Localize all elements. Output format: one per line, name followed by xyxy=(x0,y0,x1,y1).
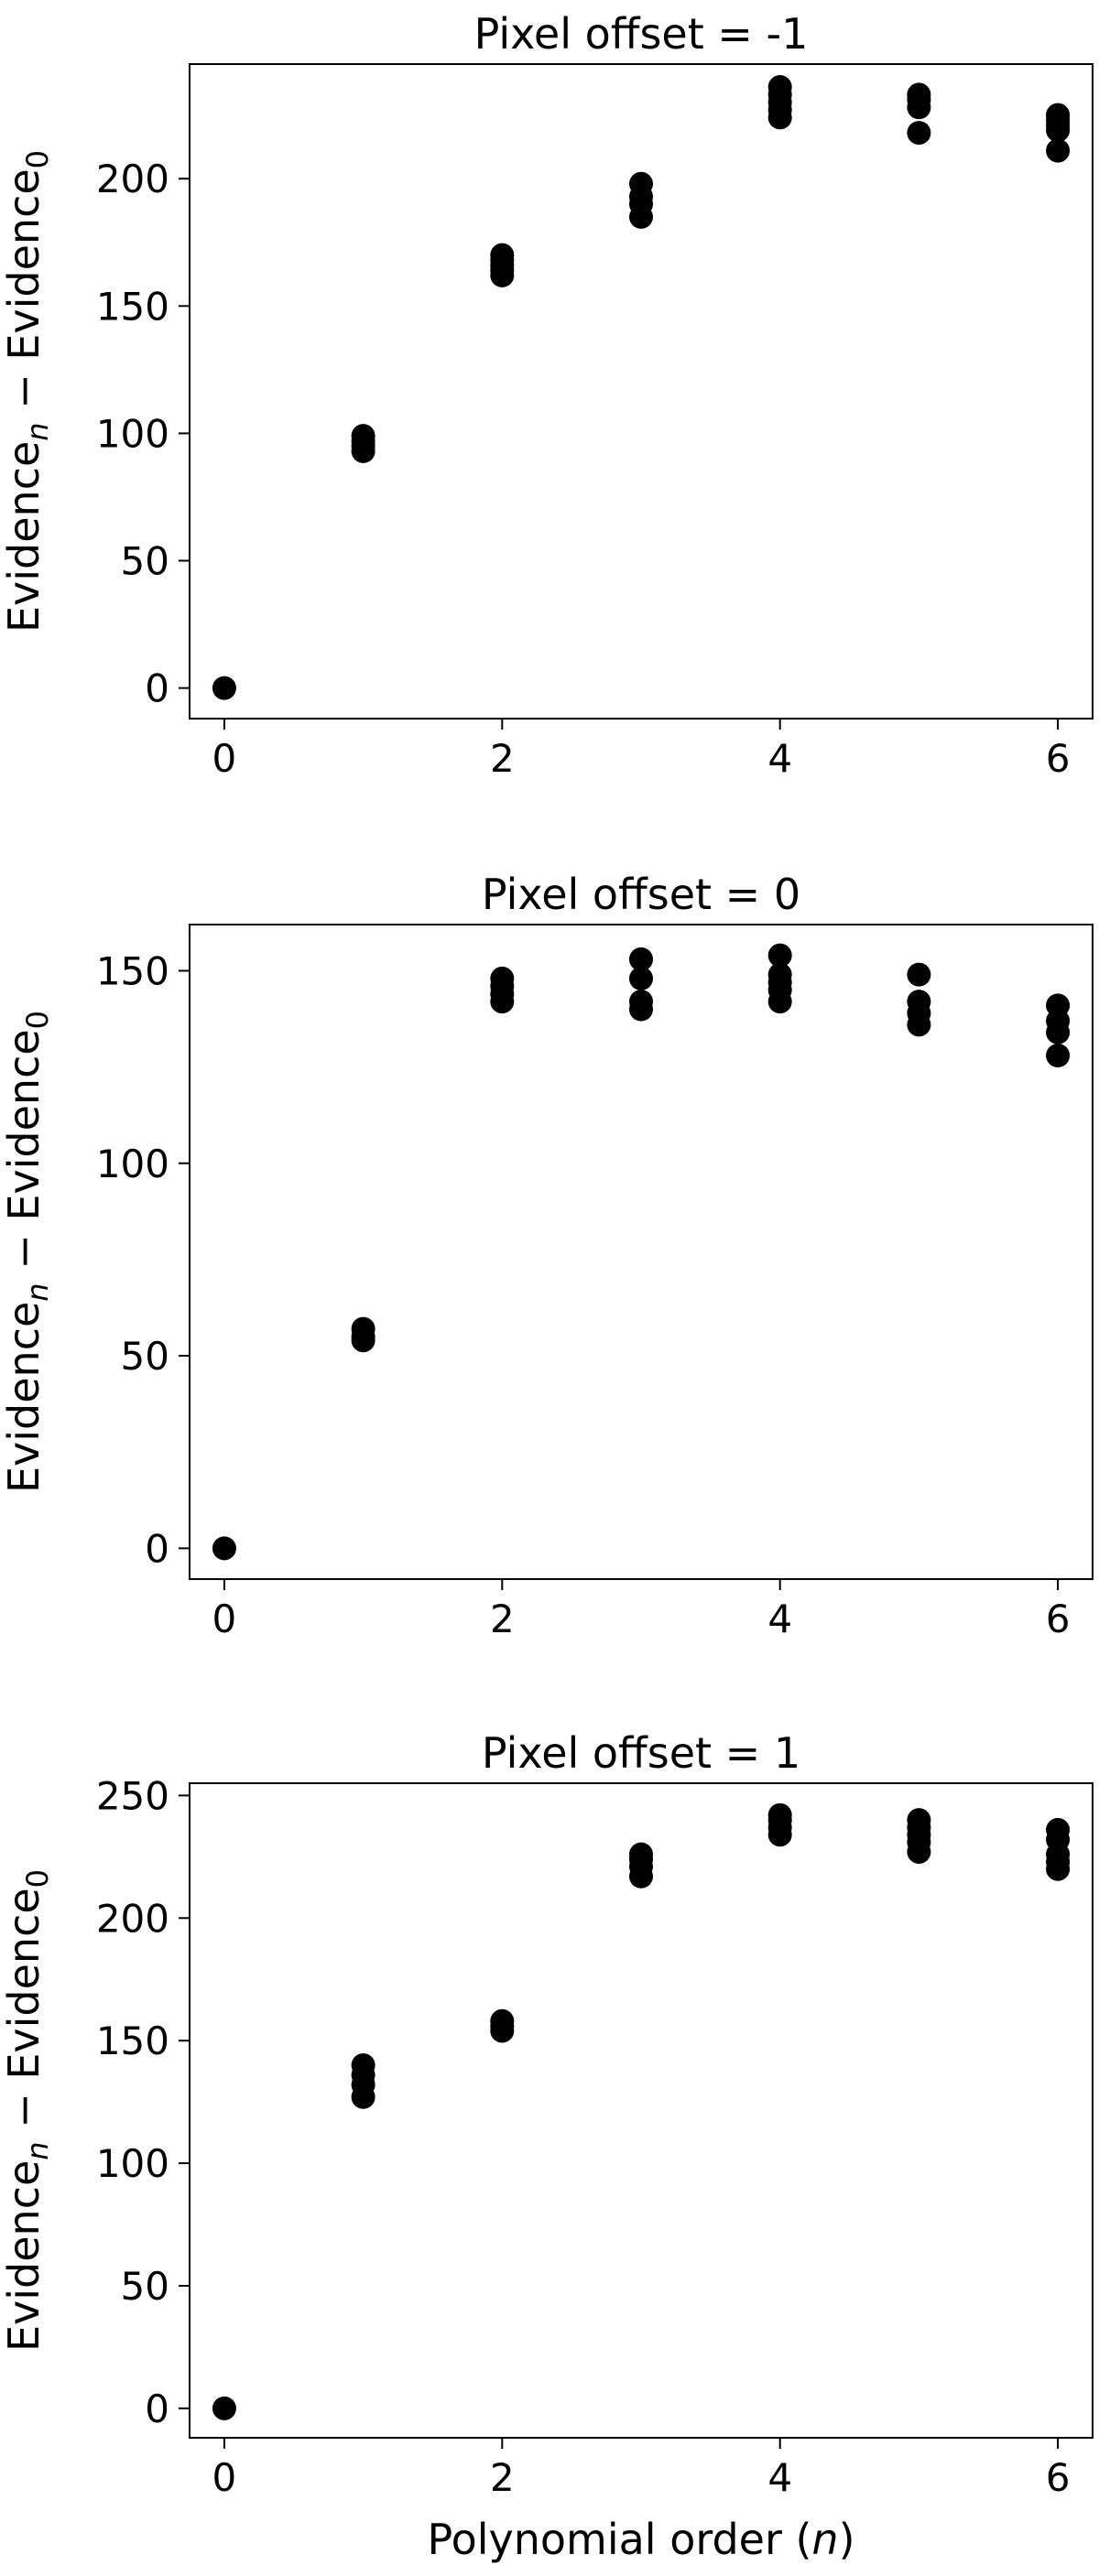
y-axis-label: Evidencen − Evidence0 xyxy=(0,150,55,633)
y-tick-label: 100 xyxy=(96,1142,169,1186)
y-tick-label: 100 xyxy=(96,411,169,456)
y-tick-label: 50 xyxy=(121,1334,169,1379)
data-point xyxy=(351,2052,375,2077)
data-point xyxy=(351,424,375,449)
x-tick-label: 6 xyxy=(1046,1596,1071,1641)
y-tick-label: 200 xyxy=(96,157,169,201)
x-tick-label: 4 xyxy=(767,2455,792,2500)
y-tick-label: 50 xyxy=(121,539,169,584)
data-point xyxy=(351,1316,375,1341)
chart-title: Pixel offset = -1 xyxy=(474,9,809,59)
y-tick-label: 0 xyxy=(145,1526,169,1571)
chart-panel-2: Pixel offset = 1 0 2 4 6 0 50 100 150 200 250 Evide… xyxy=(0,1728,1094,2564)
y-axis-label: Evidencen − Evidence0 xyxy=(0,1869,55,2352)
data-point xyxy=(767,943,792,968)
data-point xyxy=(629,990,653,1014)
data-point xyxy=(490,2008,515,2033)
data-point xyxy=(907,121,931,146)
chart-title: Pixel offset = 0 xyxy=(482,870,800,919)
y-tick-label: 200 xyxy=(96,1896,169,1941)
x-tick-label: 6 xyxy=(1046,736,1071,781)
y-tick-label: 100 xyxy=(96,2141,169,2186)
data-point xyxy=(767,962,792,987)
data-point xyxy=(907,1808,931,1833)
data-point xyxy=(212,2396,236,2420)
data-point xyxy=(1046,103,1071,127)
data-point xyxy=(490,243,515,267)
data-point xyxy=(767,1802,792,1827)
data-point xyxy=(212,676,236,700)
x-tick-label: 2 xyxy=(490,736,515,781)
chart-title: Pixel offset = 1 xyxy=(482,1728,800,1778)
data-point xyxy=(1046,993,1071,1018)
chart-panel-1: Pixel offset = 0 0 2 4 6 0 50 100 150 Evidencen −… xyxy=(0,870,1094,1641)
y-tick-label: 0 xyxy=(145,666,169,711)
y-axis-label: Evidencen − Evidence0 xyxy=(0,1011,55,1493)
data-point xyxy=(629,171,653,196)
plot-frame xyxy=(189,1782,1094,2439)
y-tick-label: 150 xyxy=(96,948,169,993)
y-tick-label: 150 xyxy=(96,2019,169,2063)
data-point xyxy=(490,966,515,990)
data-point xyxy=(907,82,931,107)
data-point xyxy=(767,75,792,100)
data-point xyxy=(907,962,931,987)
data-point xyxy=(212,1536,236,1561)
y-tick-label: 50 xyxy=(121,2264,169,2309)
data-point xyxy=(1046,1817,1071,1842)
data-point xyxy=(629,966,653,990)
data-point xyxy=(629,1842,653,1867)
chart-panel-0: Pixel offset = -1 0 2 4 6 0 50 100 150 200 Evidenc… xyxy=(0,9,1094,781)
y-tick-label: 250 xyxy=(96,1773,169,1818)
plot-frame xyxy=(189,924,1094,1580)
y-tick-label: 0 xyxy=(145,2387,169,2431)
data-point xyxy=(629,947,653,971)
plot-frame xyxy=(189,63,1094,720)
x-axis-label: Polynomial order (n) xyxy=(427,2515,854,2564)
x-tick-label: 2 xyxy=(490,2455,515,2500)
y-tick-label: 150 xyxy=(96,284,169,329)
x-tick-label: 0 xyxy=(212,2455,237,2500)
x-tick-label: 0 xyxy=(212,736,237,781)
data-point xyxy=(1046,138,1071,163)
data-point xyxy=(907,990,931,1014)
x-tick-label: 6 xyxy=(1046,2455,1071,2500)
x-tick-label: 2 xyxy=(490,1596,515,1641)
data-point xyxy=(1046,1044,1071,1067)
x-tick-label: 4 xyxy=(767,1596,792,1641)
x-tick-label: 4 xyxy=(767,736,792,781)
x-tick-label: 0 xyxy=(212,1596,237,1641)
